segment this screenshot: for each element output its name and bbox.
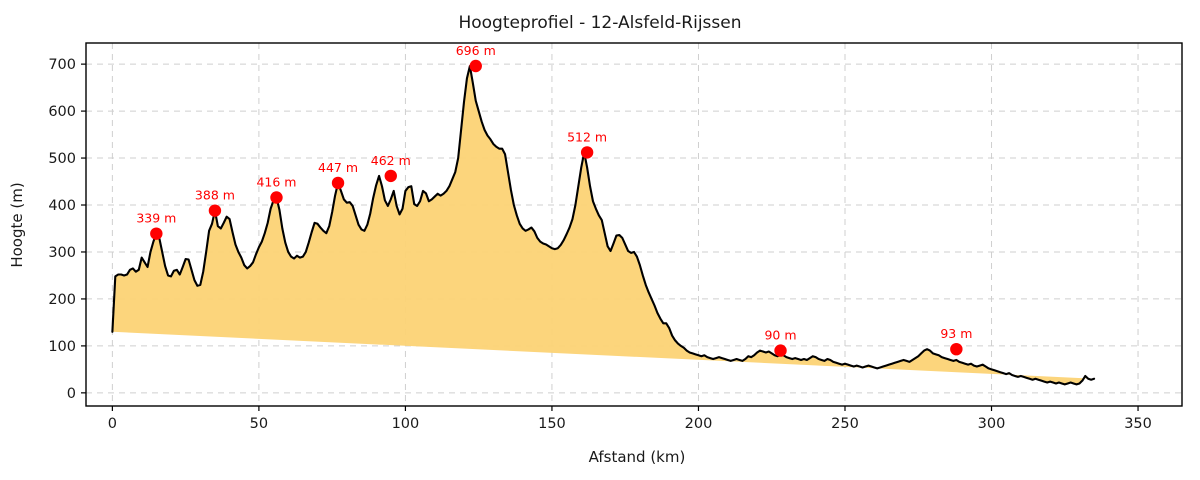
peak-marker: [774, 344, 787, 357]
y-axis-ticks: 0 100 200 300 400 500 600 700: [48, 57, 86, 402]
peak-label: 416 m: [256, 174, 296, 189]
y-tick-label: 500: [48, 151, 76, 167]
x-tick-label: 150: [538, 416, 566, 432]
x-tick-label: 50: [250, 416, 268, 432]
peak-label: 462 m: [371, 153, 411, 168]
x-tick-label: 200: [685, 416, 713, 432]
y-tick-label: 700: [48, 57, 76, 73]
x-tick-label: 350: [1124, 416, 1152, 432]
y-axis-label: Hoogte (m): [8, 182, 26, 267]
peak-label: 90 m: [764, 328, 796, 343]
peak-marker: [384, 169, 397, 183]
peak-marker: [469, 59, 482, 73]
y-tick-label: 100: [48, 339, 76, 355]
y-tick-label: 0: [67, 386, 76, 402]
peak-label: 696 m: [456, 43, 496, 58]
x-axis-ticks: 0 50 100 150 200 250 300 350: [108, 406, 1152, 432]
x-tick-label: 250: [831, 416, 859, 432]
elevation-area-fill: [112, 66, 1095, 385]
y-tick-label: 300: [48, 245, 76, 261]
peak-marker: [580, 146, 594, 159]
peak-marker: [208, 204, 222, 217]
x-tick-label: 100: [392, 416, 420, 432]
x-tick-label: 300: [978, 416, 1006, 432]
peak-marker: [270, 191, 283, 204]
peak-label: 388 m: [195, 188, 235, 203]
y-tick-label: 200: [48, 292, 76, 308]
peak-label: 447 m: [318, 160, 358, 175]
plot-frame: [85, 42, 1183, 407]
gridlines: [86, 43, 1182, 406]
peak-label: 512 m: [567, 129, 607, 144]
chart-title: Hoogteprofiel - 12-Alsfeld-Rijssen: [458, 13, 742, 33]
x-tick-label: 0: [108, 416, 117, 432]
x-axis-label: Afstand (km): [589, 448, 686, 466]
peak-label: 93 m: [940, 326, 972, 341]
peak-marker: [950, 342, 963, 356]
y-tick-label: 600: [48, 104, 76, 120]
peak-marker: [150, 227, 163, 240]
peak-label: 339 m: [136, 211, 176, 226]
y-tick-label: 400: [48, 198, 76, 214]
peak-markers: 339 m 388 m 416 m 447 m 462 m 696 m 512 m 90 m 9…: [136, 43, 972, 357]
peak-marker: [331, 176, 345, 190]
